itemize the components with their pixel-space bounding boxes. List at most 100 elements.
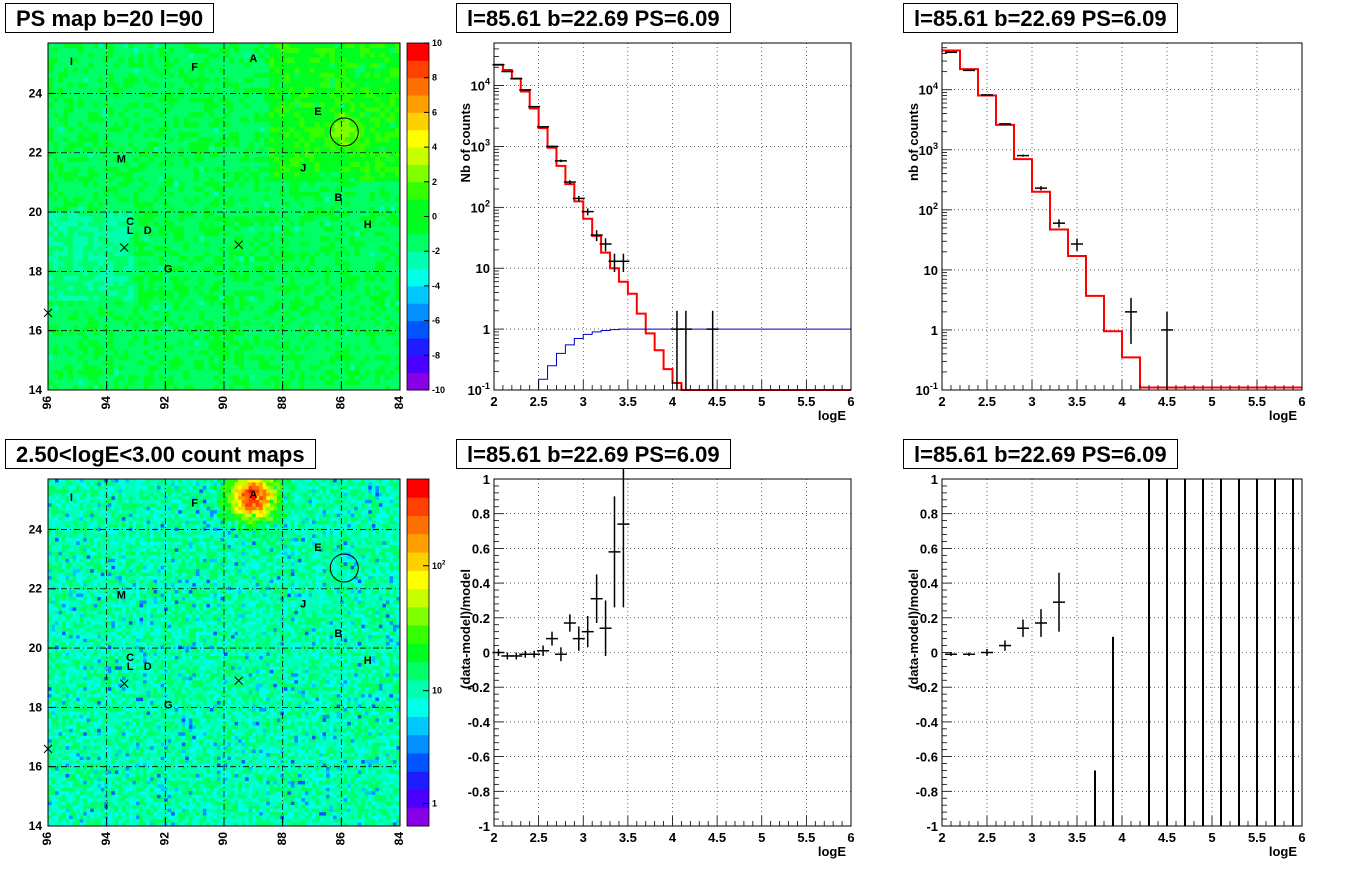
heatmap-cell: [88, 57, 94, 64]
heatmap-cell: [168, 186, 175, 193]
heatmap-cell: [78, 137, 84, 143]
heatmap-cell: [279, 186, 285, 193]
heatmap-cell: [389, 365, 396, 371]
heatmap-cell: [118, 97, 124, 103]
heatmap-cell: [239, 102, 245, 108]
heatmap-cell: [264, 117, 270, 123]
heatmap-cell: [339, 271, 345, 277]
heatmap-cell: [384, 211, 391, 217]
heatmap-cell: [229, 107, 235, 113]
heatmap-cell: [394, 236, 401, 242]
heatmap-cell: [83, 285, 89, 292]
heatmap-cell: [344, 47, 351, 54]
heatmap-cell: [274, 57, 280, 64]
heatmap-cell: [213, 166, 220, 173]
heatmap-cell: [208, 211, 215, 217]
heatmap-cell: [369, 87, 376, 93]
heatmap-cell: [168, 290, 175, 297]
heatmap-cell: [284, 92, 290, 98]
heatmap-cell: [143, 360, 149, 366]
heatmap-cell: [213, 196, 220, 202]
heatmap-cell: [379, 345, 386, 351]
heatmap-cell: [394, 87, 401, 93]
heatmap-cell: [349, 290, 356, 297]
heatmap-cell: [218, 315, 225, 321]
heatmap-cell: [53, 77, 59, 83]
heatmap-cell: [193, 211, 200, 217]
heatmap-cell: [218, 340, 225, 346]
heatmap-cell: [68, 77, 74, 83]
heatmap-cell: [183, 62, 190, 69]
heatmap-cell: [63, 201, 69, 207]
heatmap-cell: [53, 67, 59, 74]
heatmap-cell: [93, 72, 99, 78]
heatmap-cell: [68, 211, 74, 217]
heatmap-cell: [218, 171, 225, 178]
heatmap-cell: [249, 142, 255, 148]
heatmap-cell: [389, 62, 396, 69]
heatmap-cell: [339, 295, 345, 302]
heatmap-cell: [359, 43, 366, 49]
heatmap-cell: [309, 226, 315, 232]
heatmap-cell: [123, 107, 129, 113]
heatmap-cell: [123, 157, 129, 163]
heatmap-cell: [339, 360, 345, 366]
heatmap-cell: [58, 226, 64, 232]
heatmap-cell: [83, 246, 89, 252]
heatmap-cell: [294, 285, 300, 292]
heatmap-cell: [294, 201, 300, 207]
heatmap-cell: [269, 176, 275, 183]
heatmap-cell: [264, 285, 270, 292]
heatmap-cell: [329, 355, 335, 361]
heatmap-cell: [53, 231, 59, 237]
heatmap-cell: [379, 211, 386, 217]
heatmap-cell: [374, 271, 381, 277]
heatmap-cell: [183, 92, 190, 98]
heatmap-cell: [344, 280, 351, 287]
heatmap-cell: [369, 251, 376, 257]
heatmap-cell: [319, 87, 325, 93]
heatmap-cell: [173, 117, 180, 123]
heatmap-cell: [339, 340, 345, 346]
heatmap-cell: [208, 176, 215, 183]
heatmap-cell: [73, 275, 79, 282]
heatmap-cell: [48, 57, 54, 64]
heatmap-cell: [229, 256, 235, 262]
heatmap-cell: [173, 295, 180, 302]
heatmap-cell: [98, 147, 104, 153]
heatmap-cell: [63, 375, 69, 381]
heatmap-cell: [349, 271, 356, 277]
heatmap-cell: [218, 127, 225, 133]
heatmap-cell: [279, 310, 285, 316]
heatmap-cell: [389, 360, 396, 366]
heatmap-cell: [218, 261, 225, 267]
heatmap-cell: [98, 176, 104, 183]
heatmap-cell: [384, 43, 391, 49]
heatmap-cell: [98, 122, 104, 128]
heatmap-cell: [108, 300, 114, 307]
heatmap-cell: [188, 261, 195, 267]
heatmap-cell: [349, 241, 356, 247]
heatmap-cell: [364, 43, 371, 49]
heatmap-cell: [178, 67, 185, 74]
heatmap-cell: [389, 310, 396, 316]
heatmap-cell: [259, 211, 265, 217]
heatmap-cell: [254, 67, 260, 74]
heatmap-cell: [158, 72, 164, 78]
heatmap-cell: [334, 340, 340, 346]
heatmap-cell: [304, 147, 310, 153]
heatmap-cell: [78, 77, 84, 83]
heatmap-cell: [158, 315, 164, 321]
heatmap-cell: [319, 271, 325, 277]
heatmap-cell: [309, 345, 315, 351]
heatmap-cell: [354, 236, 361, 242]
heatmap-cell: [73, 171, 79, 178]
heatmap-cell: [53, 365, 59, 371]
heatmap-cell: [218, 236, 225, 242]
heatmap-cell: [234, 122, 240, 128]
heatmap-cell: [339, 221, 345, 227]
heatmap-cell: [224, 330, 230, 336]
heatmap-cell: [208, 285, 215, 292]
heatmap-cell: [193, 92, 200, 98]
heatmap-cell: [369, 43, 376, 49]
